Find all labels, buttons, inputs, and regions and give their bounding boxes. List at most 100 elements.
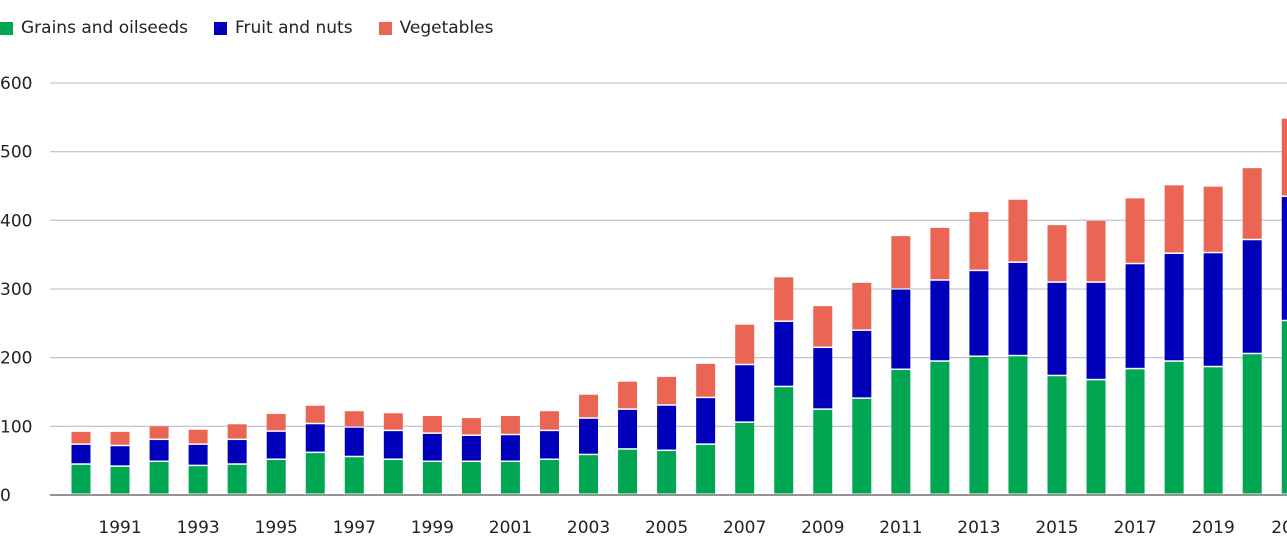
- x-tick-label: 1999: [411, 518, 454, 538]
- x-tick-label: 20: [1271, 518, 1287, 538]
- bar-fruit-and-nuts-1992: [149, 440, 169, 461]
- bar-fruit-and-nuts-1994: [227, 440, 247, 464]
- bar-fruit-and-nuts-2020: [1242, 240, 1262, 353]
- bar-grains-and-oilseeds-2007: [735, 422, 755, 494]
- bar-fruit-and-nuts-2018: [1164, 253, 1184, 361]
- legend-swatch-fruit: [214, 21, 227, 35]
- bar-grains-and-oilseeds-1995: [266, 459, 286, 494]
- legend-swatch-vegetables: [378, 21, 392, 35]
- bar-vegetables-2010: [852, 282, 872, 330]
- bar-vegetables-2003: [579, 394, 599, 418]
- bar-vegetables-2017: [1125, 198, 1145, 263]
- x-tick-label: 2007: [723, 518, 766, 538]
- bar-fruit-and-nuts-2014: [1008, 262, 1028, 355]
- bar-fruit-and-nuts-2013: [969, 271, 989, 356]
- x-tick-label: 2015: [1035, 518, 1078, 538]
- bar-grains-and-oilseeds-1998: [383, 459, 403, 494]
- legend-label-grains: Grains and oilseeds: [21, 18, 188, 38]
- bar-fruit-and-nuts-2000: [461, 435, 481, 461]
- bar-vegetables-2002: [539, 411, 559, 430]
- bar-vegetables-2013: [969, 212, 989, 270]
- bar-fruit-and-nuts-2003: [579, 418, 599, 454]
- bar-grains-and-oilseeds-2019: [1203, 367, 1223, 494]
- bar-fruit-and-nuts-2008: [774, 321, 794, 386]
- bar-fruit-and-nuts-2004: [618, 409, 638, 449]
- bar-vegetables-2012: [930, 227, 950, 280]
- bar-grains-and-oilseeds-1997: [344, 457, 364, 494]
- bar-vegetables-1998: [383, 413, 403, 430]
- bar-grains-and-oilseeds-1990: [71, 464, 91, 494]
- bar-fruit-and-nuts-2012: [930, 280, 950, 361]
- bar-grains-and-oilseeds-2014: [1008, 356, 1028, 494]
- bar-vegetables-1995: [266, 413, 286, 431]
- bar-grains-and-oilseeds-1992: [149, 462, 169, 494]
- bar-vegetables-2014: [1008, 199, 1028, 262]
- y-tick-label: 200: [0, 349, 32, 369]
- bar-vegetables-1996: [305, 405, 325, 423]
- bar-fruit-and-nuts-1995: [266, 431, 286, 459]
- bar-grains-and-oilseeds-2021: [1281, 321, 1287, 494]
- bar-grains-and-oilseeds-1996: [305, 453, 325, 494]
- bar-vegetables-2009: [813, 306, 833, 347]
- bar-vegetables-2011: [891, 236, 911, 289]
- x-tick-label: 2003: [567, 518, 610, 538]
- bar-fruit-and-nuts-2001: [500, 435, 520, 461]
- bar-grains-and-oilseeds-2010: [852, 398, 872, 494]
- bar-fruit-and-nuts-2006: [696, 398, 716, 444]
- bar-grains-and-oilseeds-2004: [618, 449, 638, 494]
- bar-vegetables-1999: [422, 416, 442, 433]
- bar-grains-and-oilseeds-2016: [1086, 380, 1106, 494]
- bar-grains-and-oilseeds-2006: [696, 444, 716, 494]
- bar-grains-and-oilseeds-2018: [1164, 361, 1184, 494]
- bar-vegetables-1990: [71, 431, 91, 444]
- bar-grains-and-oilseeds-1993: [188, 466, 208, 494]
- bar-grains-and-oilseeds-2009: [813, 409, 833, 494]
- bar-grains-and-oilseeds-2000: [461, 462, 481, 494]
- x-tick-label: 2019: [1192, 518, 1235, 538]
- bar-fruit-and-nuts-2002: [539, 431, 559, 459]
- bar-fruit-and-nuts-1996: [305, 424, 325, 452]
- bar-vegetables-2008: [774, 277, 794, 321]
- bar-vegetables-2019: [1203, 186, 1223, 252]
- bar-vegetables-2015: [1047, 225, 1067, 282]
- legend-label-vegetables: Vegetables: [399, 18, 494, 38]
- x-tick-label: 2009: [801, 518, 844, 538]
- y-tick-label: 0: [0, 486, 11, 506]
- bar-vegetables-1991: [110, 431, 130, 445]
- bar-fruit-and-nuts-2017: [1125, 264, 1145, 368]
- bar-fruit-and-nuts-2016: [1086, 282, 1106, 379]
- bar-vegetables-2004: [618, 381, 638, 409]
- bar-grains-and-oilseeds-2015: [1047, 376, 1067, 494]
- bar-fruit-and-nuts-1998: [383, 431, 403, 459]
- bar-grains-and-oilseeds-2002: [539, 459, 559, 494]
- legend: Grains and oilseeds Fruit and nuts Veget…: [0, 18, 494, 38]
- bar-fruit-and-nuts-2011: [891, 289, 911, 369]
- x-tick-label: 1993: [176, 518, 219, 538]
- bar-fruit-and-nuts-2010: [852, 330, 872, 398]
- bar-fruit-and-nuts-1990: [71, 444, 91, 464]
- bar-vegetables-2001: [500, 416, 520, 434]
- bar-grains-and-oilseeds-1999: [422, 462, 442, 494]
- bar-fruit-and-nuts-1997: [344, 427, 364, 456]
- bar-fruit-and-nuts-1999: [422, 433, 442, 461]
- x-tick-label: 2005: [645, 518, 688, 538]
- bar-fruit-and-nuts-2015: [1047, 282, 1067, 375]
- bar-vegetables-2021: [1281, 118, 1287, 196]
- bar-grains-and-oilseeds-2017: [1125, 369, 1145, 494]
- x-tick-label: 1991: [98, 518, 141, 538]
- bar-fruit-and-nuts-2019: [1203, 253, 1223, 366]
- bar-grains-and-oilseeds-1994: [227, 464, 247, 494]
- y-tick-label: 100: [0, 417, 32, 437]
- y-tick-label: 400: [0, 211, 32, 231]
- legend-item-fruit: Fruit and nuts: [214, 18, 353, 38]
- bar-vegetables-2005: [657, 376, 677, 405]
- legend-item-vegetables: Vegetables: [378, 18, 494, 38]
- bar-fruit-and-nuts-1993: [188, 444, 208, 465]
- x-tick-label: 1995: [255, 518, 298, 538]
- bar-vegetables-1997: [344, 411, 364, 427]
- bar-vegetables-1992: [149, 426, 169, 439]
- bar-vegetables-2007: [735, 324, 755, 364]
- bar-grains-and-oilseeds-2005: [657, 451, 677, 494]
- bar-grains-and-oilseeds-2001: [500, 462, 520, 494]
- bar-vegetables-2006: [696, 363, 716, 397]
